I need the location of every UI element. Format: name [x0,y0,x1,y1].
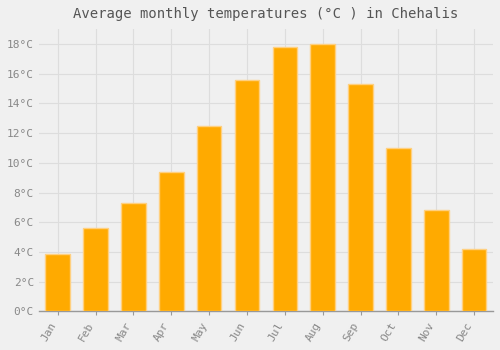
Bar [84,228,108,312]
Bar [348,84,373,312]
Bar [159,172,184,312]
Bar [424,210,448,312]
Bar [386,148,410,312]
Bar [121,203,146,312]
Bar [462,249,486,312]
Bar [310,44,335,312]
Bar [46,253,70,312]
Bar [197,126,222,312]
Bar [234,79,260,312]
Bar [272,47,297,312]
Title: Average monthly temperatures (°C ) in Chehalis: Average monthly temperatures (°C ) in Ch… [74,7,458,21]
